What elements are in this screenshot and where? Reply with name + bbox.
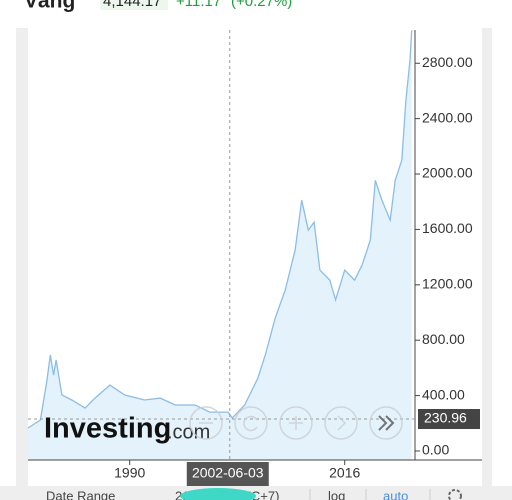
icon [337,415,347,431]
watermark-domain: .com [167,421,210,443]
zoom-in-button[interactable] [279,406,313,440]
crosshair-value-label: 230.96 [424,410,467,426]
area-fill [28,30,412,461]
end-button[interactable] [369,406,403,440]
crosshair-date-bg [186,462,269,486]
scribble [180,488,256,500]
left-gutter [16,28,28,486]
log-button[interactable]: log [328,488,345,500]
y-tick-label: 2800.00 [422,54,473,70]
icon [378,415,395,431]
date-range-button[interactable]: Date Range [46,488,115,500]
icon [289,416,303,430]
crosshair-value-bg [418,409,480,430]
y-tick-label: 800.00 [422,331,465,347]
icon [243,415,258,432]
watermark: Investing .com [44,406,403,445]
y-tick-label: 1200.00 [422,276,473,292]
y-tick-label: 0.00 [422,442,449,458]
crosshair-date-label: 2002-06-03 [192,465,264,481]
y-tick-label: 1600.00 [422,220,473,236]
x-tick-label: 1990 [114,465,145,481]
y-tick-label: 2000.00 [422,165,473,181]
price-line [27,30,413,429]
x-tick-label: 2016 [329,465,360,481]
next-button[interactable] [324,406,358,440]
settings-button[interactable] [448,489,462,500]
price-bg [100,0,168,10]
price: 4,144.17 [103,0,161,10]
instrument-name: Vàng [24,0,75,13]
watermark-brand: Investing [44,413,171,445]
plot: 0.00 400.00 800.00 1200.00 1600.00 2000.00 240… [27,30,482,486]
zoom-out-button[interactable] [189,406,223,440]
change: +11.17 [176,0,221,10]
auto-button[interactable]: auto [383,488,408,500]
footer-bar [0,486,512,500]
y-tick-label: 2400.00 [422,109,473,125]
change-percent: (+0.27%) [231,0,292,10]
right-gutter [482,28,492,486]
reset-button[interactable] [234,406,268,440]
y-tick-label: 400.00 [422,386,465,402]
